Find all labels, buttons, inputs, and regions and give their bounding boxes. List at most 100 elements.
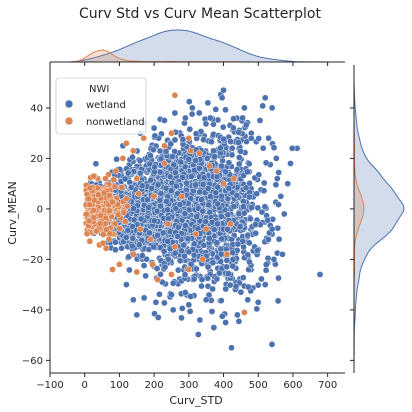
wetland-point bbox=[185, 236, 191, 242]
wetland-point bbox=[218, 213, 224, 219]
wetland-point bbox=[153, 299, 159, 305]
wetland-point bbox=[112, 239, 118, 245]
wetland-point bbox=[276, 169, 282, 175]
wetland-point bbox=[200, 181, 206, 187]
nonwetland-point bbox=[130, 251, 136, 257]
nonwetland-point bbox=[113, 168, 119, 174]
wetland-point bbox=[129, 154, 135, 160]
nonwetland-point bbox=[119, 184, 125, 190]
wetland-point bbox=[169, 154, 175, 160]
wetland-point bbox=[269, 341, 275, 347]
wetland-point bbox=[229, 152, 235, 158]
nonwetland-point bbox=[95, 192, 101, 198]
wetland-point bbox=[131, 217, 137, 223]
wetland-point bbox=[247, 216, 253, 222]
nonwetland-point bbox=[93, 228, 99, 234]
nonwetland-point bbox=[107, 231, 113, 237]
nonwetland-point bbox=[148, 236, 154, 242]
wetland-point bbox=[138, 216, 144, 222]
wetland-point bbox=[182, 211, 188, 217]
nonwetland-point bbox=[193, 231, 199, 237]
nonwetland-point bbox=[123, 196, 129, 202]
wetland-point bbox=[119, 245, 125, 251]
nonwetland-point bbox=[200, 256, 206, 262]
wetland-point bbox=[228, 345, 234, 351]
wetland-point bbox=[197, 317, 203, 323]
wetland-point bbox=[171, 162, 177, 168]
wetland-point bbox=[187, 308, 193, 314]
wetland-point bbox=[193, 131, 199, 137]
nonwetland-point bbox=[207, 163, 213, 169]
wetland-point bbox=[172, 170, 178, 176]
wetland-point bbox=[240, 275, 246, 281]
wetland-point bbox=[243, 185, 249, 191]
wetland-point bbox=[193, 182, 199, 188]
wetland-point bbox=[202, 219, 208, 225]
nonwetland-point bbox=[196, 150, 202, 156]
wetland-point bbox=[218, 193, 224, 199]
wetland-point bbox=[238, 148, 244, 154]
wetland-point bbox=[205, 100, 211, 106]
legend-label-wetland: wetland bbox=[86, 100, 126, 111]
wetland-point bbox=[163, 185, 169, 191]
wetland-point bbox=[188, 293, 194, 299]
nonwetland-point bbox=[224, 251, 230, 257]
wetland-point bbox=[234, 312, 240, 318]
y-tick-label: −60 bbox=[22, 356, 43, 367]
nonwetland-point bbox=[151, 193, 157, 199]
wetland-point bbox=[252, 221, 258, 227]
nonwetland-point bbox=[141, 135, 147, 141]
wetland-point bbox=[237, 224, 243, 230]
wetland-point bbox=[137, 170, 143, 176]
wetland-point bbox=[157, 203, 163, 209]
wetland-point bbox=[271, 256, 277, 262]
wetland-point bbox=[182, 222, 188, 228]
nonwetland-point bbox=[149, 261, 155, 267]
nonwetland-point bbox=[97, 221, 103, 227]
wetland-point bbox=[214, 240, 220, 246]
wetland-point bbox=[236, 154, 242, 160]
wetland-point bbox=[143, 273, 149, 279]
wetland-point bbox=[189, 111, 195, 117]
wetland-point bbox=[175, 224, 181, 230]
wetland-point bbox=[265, 217, 271, 223]
wetland-point bbox=[236, 318, 242, 324]
wetland-point bbox=[203, 121, 209, 127]
wetland-point bbox=[223, 286, 229, 292]
wetland-point bbox=[235, 241, 241, 247]
nonwetland-point bbox=[172, 244, 178, 250]
wetland-point bbox=[184, 180, 190, 186]
nonwetland-point bbox=[83, 211, 89, 217]
wetland-point bbox=[157, 148, 163, 154]
nonwetland-point bbox=[130, 148, 136, 154]
nonwetland-point bbox=[115, 212, 121, 218]
nonwetland-point bbox=[214, 168, 220, 174]
wetland-point bbox=[172, 250, 178, 256]
nonwetland-point bbox=[87, 202, 93, 208]
wetland-point bbox=[186, 99, 192, 105]
wetland-point bbox=[188, 174, 194, 180]
wetland-point bbox=[241, 244, 247, 250]
x-tick-label: 500 bbox=[249, 380, 268, 391]
wetland-point bbox=[170, 307, 176, 313]
wetland-point bbox=[161, 248, 167, 254]
nonwetland-point bbox=[220, 181, 226, 187]
nonwetland-point bbox=[109, 266, 115, 272]
right-marginal-kde bbox=[350, 65, 404, 373]
wetland-point bbox=[146, 205, 152, 211]
wetland-point bbox=[191, 276, 197, 282]
wetland-point bbox=[263, 160, 269, 166]
wetland-point bbox=[137, 158, 143, 164]
wetland-point bbox=[150, 147, 156, 153]
legend-marker-nonwetland bbox=[65, 117, 73, 125]
y-axis-label: Curv_MEAN bbox=[6, 181, 19, 244]
wetland-point bbox=[206, 235, 212, 241]
nonwetland-point bbox=[117, 225, 123, 231]
wetland-point bbox=[199, 197, 205, 203]
wetland-point bbox=[152, 164, 158, 170]
wetland-point bbox=[262, 204, 268, 210]
wetland-point bbox=[245, 297, 251, 303]
nonwetland-point bbox=[84, 231, 90, 237]
nonwetland-point bbox=[121, 209, 127, 215]
wetland-point bbox=[263, 262, 269, 268]
